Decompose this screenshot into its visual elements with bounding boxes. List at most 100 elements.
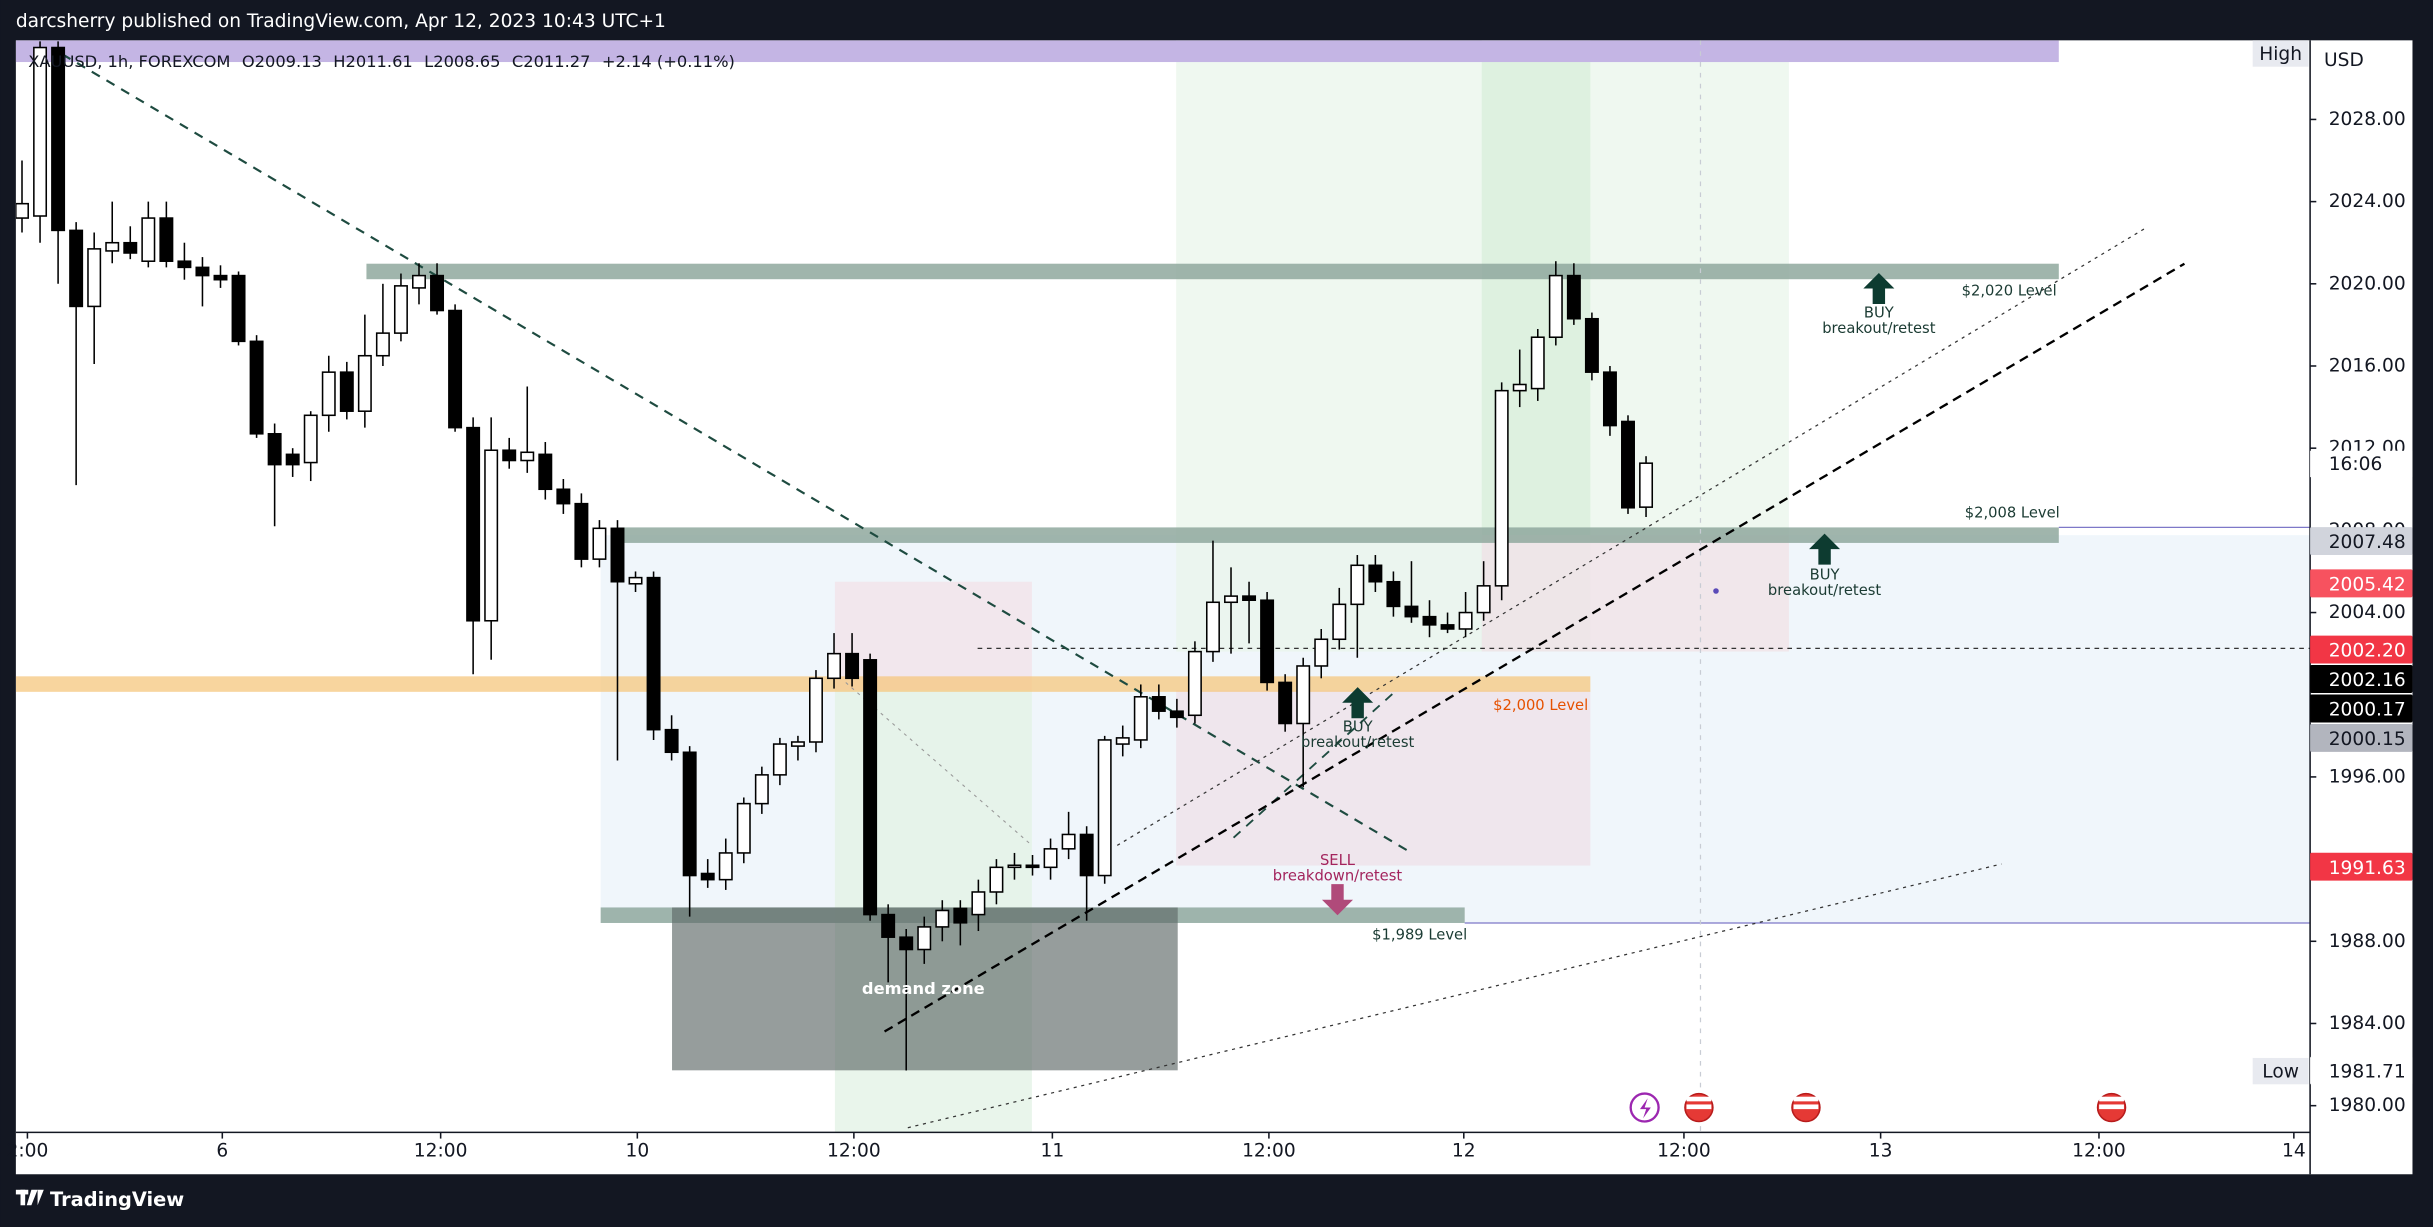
candle-body (646, 576, 661, 731)
flag-stripe (1793, 1104, 1819, 1110)
price-tag-label: 2002.20 (2329, 641, 2406, 662)
candle-body (772, 743, 787, 776)
price-tag-label: 1991.63 (2329, 858, 2406, 879)
candle-body (1061, 833, 1076, 850)
trend-line (1232, 689, 1398, 839)
candle-body (484, 449, 499, 622)
candle-body (556, 488, 571, 505)
candle-body (285, 453, 300, 466)
price-tag-label: 2005.42 (2329, 574, 2406, 595)
candle-body (592, 527, 607, 560)
axes: 2028.002024.002020.002016.002012.002008.… (7, 109, 2413, 1161)
legend: XAUUSD, 1h, FOREXCOM O2009.13 H2011.61 L… (28, 52, 735, 71)
signal-label: BUY (1864, 304, 1895, 321)
candle-body (502, 449, 517, 462)
arrow-up (1809, 533, 1841, 565)
candle-body (610, 527, 625, 583)
high-label: High (2259, 44, 2302, 65)
candle-body (1043, 848, 1058, 869)
x-tick-label: 12:00 (414, 1140, 468, 1161)
candle-body (1639, 462, 1654, 508)
candle-body (863, 659, 878, 916)
price-tag-label: 2000.15 (2329, 729, 2406, 750)
ohlc-value: 2008.65 (433, 52, 500, 71)
signal-label: breakout/retest (1822, 320, 1935, 337)
candle-body (1566, 274, 1581, 320)
candle-body (971, 891, 986, 916)
candle-body (1296, 665, 1311, 725)
signal-label: breakout/retest (1768, 582, 1881, 599)
candle-body (809, 677, 823, 743)
x-tick-label: 12:00 (2072, 1140, 2126, 1161)
arrow-up (1863, 273, 1895, 305)
candle-body (1476, 585, 1491, 614)
flag-stripe (1686, 1104, 1712, 1110)
trend-line (883, 262, 2186, 1033)
x-tick-label: 2:00 (7, 1140, 49, 1161)
signal-label: SELL (1320, 852, 1356, 869)
signal-label: BUY (1810, 566, 1841, 583)
zone (366, 263, 2059, 280)
event-icon-glyph (1639, 1098, 1651, 1119)
candle-body (87, 248, 102, 308)
candle-body (1458, 611, 1473, 630)
price-tag (2310, 569, 2413, 598)
price-tag-label: 2007.48 (2329, 532, 2406, 553)
y-tick-label: 2004.00 (2329, 602, 2406, 623)
price-tag (2310, 694, 2413, 723)
signal-label: breakout/retest (1301, 734, 1414, 751)
candle-body (1205, 601, 1220, 653)
candle-body (1097, 739, 1112, 877)
candle-body (412, 274, 426, 289)
candle-body (754, 774, 769, 805)
candle-body (321, 371, 336, 417)
candle-body (827, 652, 842, 680)
trend-line (61, 53, 1413, 855)
candle-body (538, 453, 553, 491)
candle-body (1530, 336, 1545, 390)
candle-body (357, 354, 372, 412)
candle-body (105, 241, 120, 252)
long-position-stop (1481, 535, 1789, 652)
candle-body (249, 340, 264, 435)
x-tick-label: 6 (216, 1140, 228, 1161)
signal-label: BUY (1343, 719, 1374, 736)
countdown-badge (2310, 450, 2413, 478)
candle-body (935, 909, 950, 928)
candle-body (1368, 564, 1383, 583)
candle-body (15, 202, 29, 219)
candle-body (1494, 389, 1509, 587)
ohlc-key: C (512, 52, 523, 71)
logo (20, 1189, 26, 1206)
y-tick-label: 2024.00 (2329, 191, 2406, 212)
candle-body (574, 502, 589, 560)
price-tag (2310, 723, 2413, 752)
zone (15, 676, 1591, 692)
price-tag-label: 1981.71 (2329, 1062, 2406, 1083)
level-label: $2,000 Level (1493, 697, 1588, 714)
candle-body (1404, 605, 1419, 618)
flag-stripe (1793, 1096, 1819, 1102)
level-label: $2,008 Level (1965, 504, 2060, 521)
candle-body (1332, 603, 1347, 641)
candle-body (393, 285, 408, 334)
y-tick-label: 2020.00 (2329, 273, 2406, 294)
price-tag (2310, 635, 2413, 664)
trend-line (1116, 227, 2146, 846)
candle-body (989, 866, 1004, 893)
y-tick-label: 1996.00 (2329, 766, 2406, 787)
y-tick-label: 1980.00 (2329, 1095, 2406, 1116)
candle-body (1386, 580, 1401, 608)
zone-label: demand zone (862, 979, 985, 998)
candle-body (1151, 696, 1166, 712)
zone (15, 40, 2059, 63)
arrow-up (1342, 687, 1374, 719)
price-tag (2310, 1056, 2413, 1085)
candle-body (430, 274, 445, 312)
candle-body (1224, 595, 1238, 604)
candle-body (177, 260, 192, 269)
candle-body (1512, 383, 1527, 392)
events[interactable] (1629, 1092, 2127, 1123)
x-tick-label: 12:00 (1657, 1140, 1711, 1161)
candle-body (375, 332, 390, 357)
